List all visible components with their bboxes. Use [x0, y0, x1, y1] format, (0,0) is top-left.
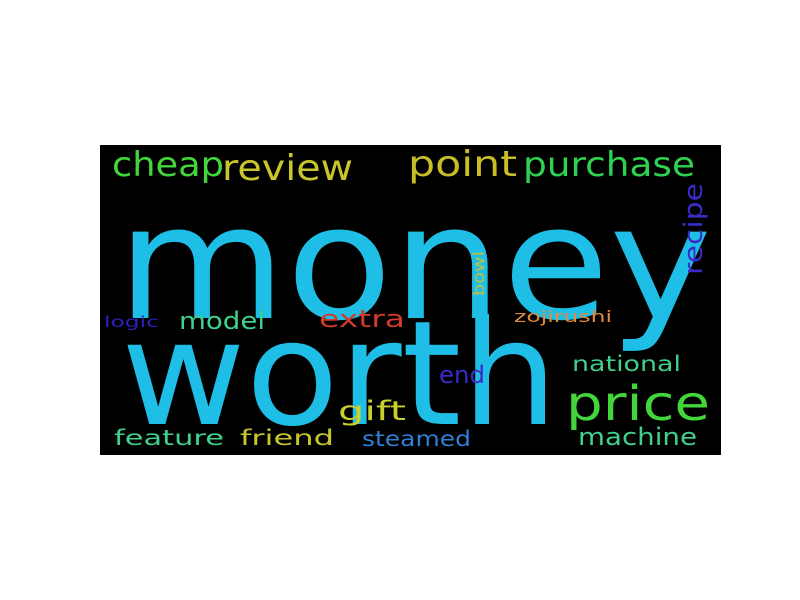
word-friend: friend [240, 426, 334, 450]
word-end: end [439, 361, 485, 389]
word-review: review [222, 148, 353, 189]
word-purchase: purchase [523, 145, 695, 185]
word-feature: feature [114, 426, 224, 450]
word-steamed: steamed [362, 427, 471, 451]
word-money: money [117, 172, 712, 356]
word-cloud-background [100, 145, 721, 455]
word-worth: worth [121, 290, 558, 459]
word-model: model [179, 307, 265, 335]
word-machine: machine [578, 423, 697, 451]
word-point: point [408, 144, 517, 185]
word-national: national [572, 352, 681, 376]
word-logic: logic [104, 313, 159, 331]
word-price: price [566, 376, 710, 432]
word-extra: extra [319, 305, 405, 333]
word-zojirushi: zojirushi [514, 307, 612, 326]
word-bowl: bowl [470, 251, 488, 296]
word-recipe: recipe [679, 183, 709, 275]
word-gift: gift [338, 396, 406, 427]
word-cheap: cheap [112, 145, 224, 185]
